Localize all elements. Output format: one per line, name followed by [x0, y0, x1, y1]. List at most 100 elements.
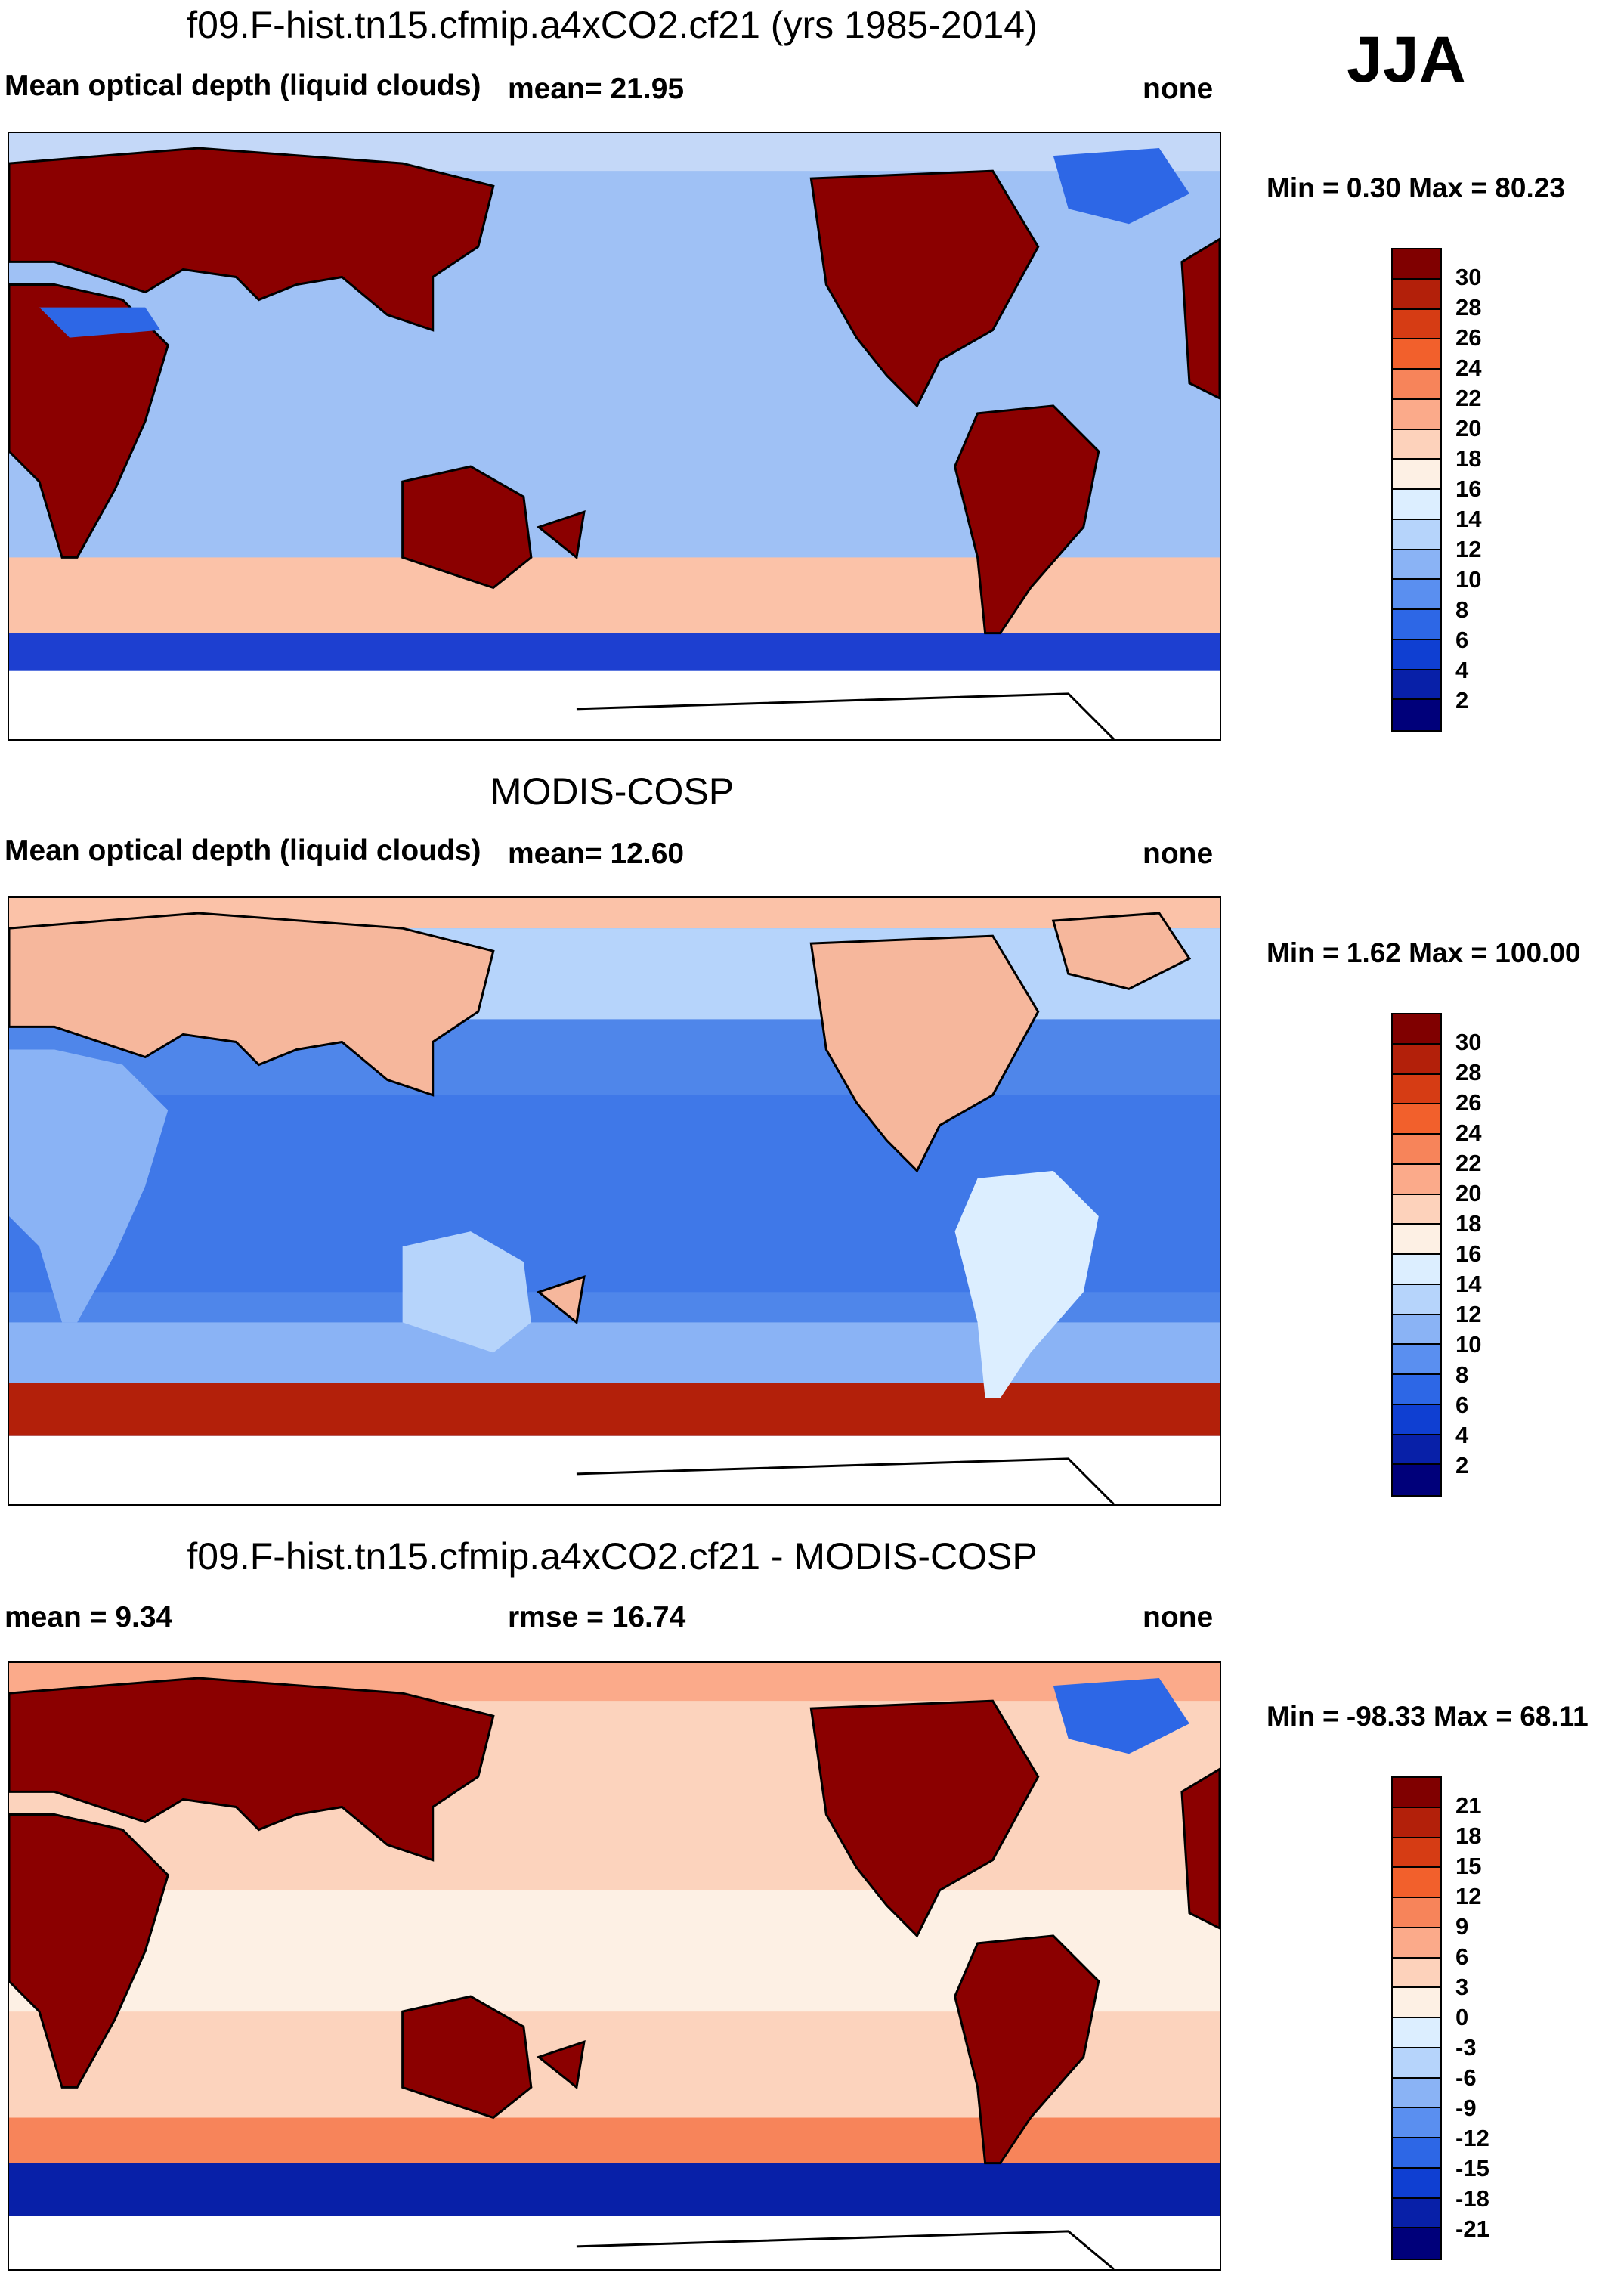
panel-3-land-shapes — [9, 1677, 1220, 2165]
colorbar-tick-label: 30 — [1455, 264, 1482, 290]
panel-1-min-max: Min = 0.30 Max = 80.23 — [1267, 172, 1565, 203]
panel-2-missing-band — [9, 1435, 1220, 1504]
colorbar-tick-label: -21 — [1455, 2216, 1489, 2242]
panel-2-title: MODIS-COSP — [490, 770, 735, 813]
panel-2-north-america — [809, 934, 1040, 1173]
colorbar-tick-label: 20 — [1455, 1180, 1482, 1206]
colorbar-tick-label: 22 — [1455, 1150, 1482, 1176]
colorbar-tick-label: 9 — [1455, 1913, 1469, 1940]
panel-2-antarctica-outline — [576, 1457, 1115, 1504]
colorbar-tick-label: 10 — [1455, 1331, 1482, 1358]
colorbar-tick-label: 16 — [1455, 475, 1482, 502]
colorbar-swatch — [1393, 490, 1440, 520]
colorbar-swatch — [1393, 1074, 1440, 1105]
colorbar-tick-label: -9 — [1455, 2095, 1477, 2121]
colorbar-swatch — [1393, 1868, 1440, 1898]
panel-3-title: f09.F-hist.tn15.cfmip.a4xCO2.cf21 - MODI… — [187, 1535, 1038, 1578]
panel-2-min-max: Min = 1.62 Max = 100.00 — [1267, 937, 1581, 968]
colorbar-swatch — [1393, 1807, 1440, 1838]
panel-3-eurasia — [9, 1677, 495, 1862]
panel-1-missing-band — [9, 670, 1220, 739]
colorbar-tick-label: 4 — [1455, 1422, 1469, 1448]
panel-2-units-label: none — [1143, 838, 1214, 870]
panel-2-greenland — [1051, 912, 1192, 990]
colorbar-tick-label: 30 — [1455, 1029, 1482, 1055]
panel-2-southern-ocean-band — [9, 1383, 1220, 1436]
colorbar-swatch — [1393, 279, 1440, 310]
colorbar-swatch — [1393, 2048, 1440, 2079]
panel-3-units-label: none — [1143, 1601, 1214, 1633]
colorbar-tick-label: 18 — [1455, 1822, 1482, 1849]
colorbar-tick-label: 8 — [1455, 596, 1469, 623]
panel-3-missing-band — [9, 2216, 1220, 2269]
colorbar-swatch — [1393, 1255, 1440, 1285]
colorbar-swatch — [1393, 1435, 1440, 1466]
colorbar-swatch — [1393, 1315, 1440, 1345]
colorbar-swatch — [1393, 2018, 1440, 2048]
colorbar-tick-label: 12 — [1455, 1883, 1482, 1909]
panel-1-mediterranean — [39, 307, 161, 338]
colorbar-swatch — [1393, 429, 1440, 460]
colorbar-swatch — [1393, 1988, 1440, 2018]
panel-1-antarctica-outline — [576, 692, 1115, 739]
panel-1-africa-east-edge — [1180, 237, 1220, 400]
panel-3-min-max: Min = -98.33 Max = 68.11 — [1267, 1701, 1588, 1732]
colorbar-tick-label: 6 — [1455, 1943, 1469, 1970]
panel-3-mean-label: mean = 9.34 — [5, 1601, 173, 1633]
colorbar-swatch — [1393, 1225, 1440, 1255]
panel-1-colorbar — [1391, 248, 1442, 732]
colorbar-tick-label: 28 — [1455, 294, 1482, 320]
colorbar-swatch — [1393, 1928, 1440, 1959]
colorbar-swatch — [1393, 249, 1440, 280]
colorbar-swatch — [1393, 2168, 1440, 2199]
panel-2-map — [8, 896, 1221, 1506]
colorbar-swatch — [1393, 639, 1440, 670]
panel-3-colorbar — [1391, 1776, 1442, 2260]
panel-1-north-america — [809, 169, 1040, 408]
panel-3-north-america — [809, 1699, 1040, 1938]
colorbar-swatch — [1393, 519, 1440, 550]
colorbar-tick-label: 24 — [1455, 1119, 1482, 1146]
colorbar-tick-label: -15 — [1455, 2155, 1489, 2182]
panel-2-south-america — [954, 1170, 1099, 1398]
colorbar-swatch — [1393, 2078, 1440, 2109]
colorbar-tick-label: -3 — [1455, 2034, 1477, 2061]
colorbar-swatch — [1393, 309, 1440, 340]
colorbar-swatch — [1393, 550, 1440, 581]
colorbar-swatch — [1393, 1958, 1440, 1989]
colorbar-swatch — [1393, 1194, 1440, 1225]
panel-1-variable-label: Mean optical depth (liquid clouds) — [5, 70, 481, 102]
panel-3-africa — [9, 1813, 169, 2089]
colorbar-tick-label: 3 — [1455, 1974, 1469, 2000]
colorbar-tick-label: -12 — [1455, 2125, 1489, 2151]
panel-1-greenland — [1053, 148, 1189, 225]
colorbar-tick-label: 18 — [1455, 1210, 1482, 1237]
colorbar-tick-label: 20 — [1455, 415, 1482, 441]
panel-1-africa — [9, 283, 169, 559]
colorbar-swatch — [1393, 339, 1440, 370]
colorbar-tick-label: 22 — [1455, 385, 1482, 411]
panel-2-land-shapes — [9, 912, 1192, 1325]
panel-2-map-svg — [9, 898, 1220, 1504]
panel-3-south-america — [953, 1934, 1100, 2165]
colorbar-swatch — [1393, 580, 1440, 610]
colorbar-tick-label: 4 — [1455, 657, 1469, 683]
colorbar-tick-label: -18 — [1455, 2185, 1489, 2212]
colorbar-swatch — [1393, 460, 1440, 490]
panel-2-africa — [9, 1049, 169, 1323]
panel-3-antarctic-band — [9, 2163, 1220, 2216]
colorbar-swatch — [1393, 1044, 1440, 1075]
colorbar-tick-label: 14 — [1455, 1271, 1482, 1297]
panel-1-eurasia — [9, 147, 495, 332]
colorbar-swatch — [1393, 700, 1440, 730]
colorbar-swatch — [1393, 1898, 1440, 1928]
colorbar-swatch — [1393, 2198, 1440, 2229]
panel-1-antarctic-band — [9, 633, 1220, 671]
colorbar-tick-label: 28 — [1455, 1059, 1482, 1085]
panel-1-units-label: none — [1143, 73, 1214, 105]
panel-1-title: f09.F-hist.tn15.cfmip.a4xCO2.cf21 (yrs 1… — [187, 4, 1038, 46]
colorbar-swatch — [1393, 1404, 1440, 1435]
colorbar-tick-label: -6 — [1455, 2064, 1477, 2091]
panel-3-new-zealand — [536, 2040, 586, 2090]
colorbar-swatch — [1393, 670, 1440, 701]
